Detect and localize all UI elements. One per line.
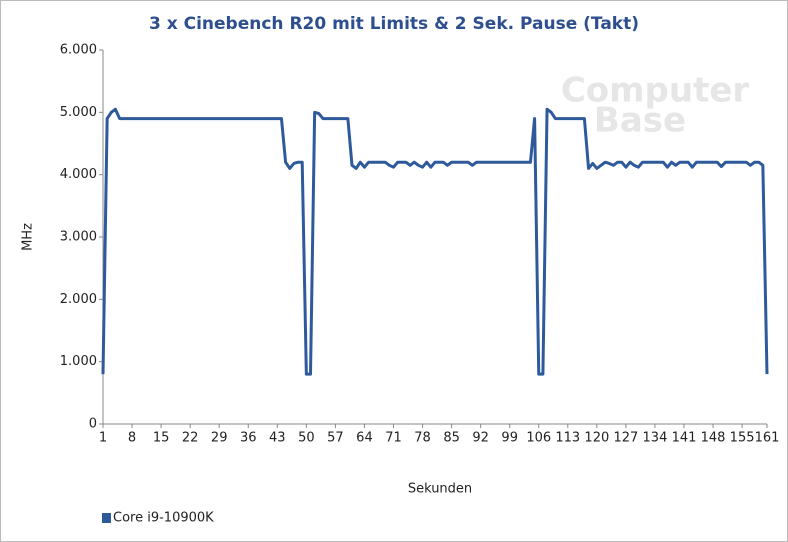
x-tick-label: 78 [414, 431, 431, 446]
x-tick-label: 92 [472, 431, 489, 446]
x-tick-label: 57 [327, 431, 344, 446]
y-axis-label: MHz [21, 223, 36, 251]
x-tick-label: 148 [701, 431, 726, 446]
y-tick-label: 3.000 [60, 230, 97, 245]
x-tick-label: 36 [240, 431, 257, 446]
watermark: Base [594, 101, 686, 141]
legend-label: Core i9-10900K [113, 511, 214, 526]
x-tick-label: 22 [182, 431, 199, 446]
y-tick-label: 0 [89, 417, 97, 432]
x-tick-label: 29 [211, 431, 228, 446]
x-tick-label: 161 [755, 431, 780, 446]
x-tick-label: 99 [501, 431, 518, 446]
y-tick-label: 4.000 [60, 167, 97, 182]
x-tick-label: 106 [526, 431, 551, 446]
x-tick-label: 8 [128, 431, 136, 446]
y-tick-label: 5.000 [60, 105, 97, 120]
x-tick-label: 43 [269, 431, 286, 446]
x-tick-label: 1 [99, 431, 107, 446]
chart-title: 3 x Cinebench R20 mit Limits & 2 Sek. Pa… [149, 14, 639, 34]
x-tick-label: 64 [356, 431, 373, 446]
x-tick-label: 113 [555, 431, 580, 446]
x-tick-label: 120 [584, 431, 609, 446]
legend-swatch [102, 513, 111, 523]
line-series [101, 107, 769, 376]
x-tick-label: 50 [298, 431, 315, 446]
y-tick-label: 1.000 [60, 354, 97, 369]
x-tick-label: 127 [613, 431, 638, 446]
x-tick-label: 85 [443, 431, 460, 446]
watermark: Computer [561, 71, 750, 111]
x-tick-label: 155 [730, 431, 755, 446]
y-tick-label: 6.000 [60, 43, 97, 58]
x-tick-label: 71 [385, 431, 402, 446]
x-tick-label: 15 [153, 431, 170, 446]
x-tick-label: 134 [643, 431, 668, 446]
y-tick-label: 2.000 [60, 292, 97, 307]
x-axis-label: Sekunden [408, 482, 472, 497]
x-tick-label: 141 [672, 431, 697, 446]
